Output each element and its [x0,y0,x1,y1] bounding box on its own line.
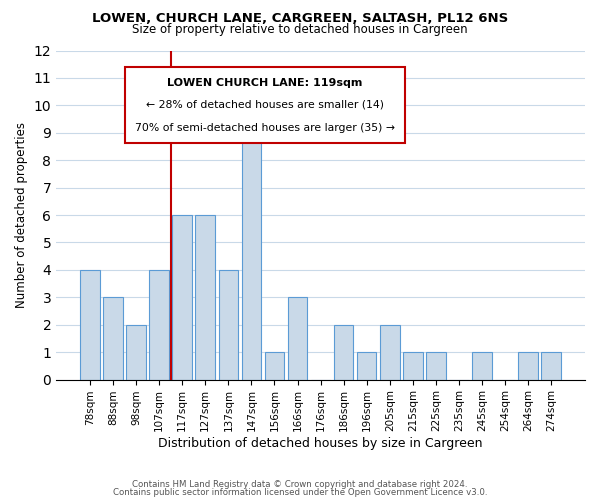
Bar [242,106,261,380]
Bar [196,215,215,380]
Text: LOWEN CHURCH LANE: 119sqm: LOWEN CHURCH LANE: 119sqm [167,78,363,88]
Bar [357,352,376,380]
Bar [103,298,123,380]
Bar [149,270,169,380]
Text: Contains HM Land Registry data © Crown copyright and database right 2024.: Contains HM Land Registry data © Crown c… [132,480,468,489]
Bar [288,298,307,380]
Bar [218,270,238,380]
Text: 70% of semi-detached houses are larger (35) →: 70% of semi-detached houses are larger (… [135,123,395,133]
Bar [403,352,422,380]
Bar [518,352,538,380]
Text: Size of property relative to detached houses in Cargreen: Size of property relative to detached ho… [132,22,468,36]
X-axis label: Distribution of detached houses by size in Cargreen: Distribution of detached houses by size … [158,437,483,450]
Bar [172,215,192,380]
Text: LOWEN, CHURCH LANE, CARGREEN, SALTASH, PL12 6NS: LOWEN, CHURCH LANE, CARGREEN, SALTASH, P… [92,12,508,26]
Bar [265,352,284,380]
Text: ← 28% of detached houses are smaller (14): ← 28% of detached houses are smaller (14… [146,100,384,110]
Bar [541,352,561,380]
Bar [80,270,100,380]
Bar [380,324,400,380]
Bar [472,352,492,380]
Y-axis label: Number of detached properties: Number of detached properties [15,122,28,308]
Text: Contains public sector information licensed under the Open Government Licence v3: Contains public sector information licen… [113,488,487,497]
Bar [334,324,353,380]
Bar [127,324,146,380]
FancyBboxPatch shape [125,67,405,142]
Bar [426,352,446,380]
